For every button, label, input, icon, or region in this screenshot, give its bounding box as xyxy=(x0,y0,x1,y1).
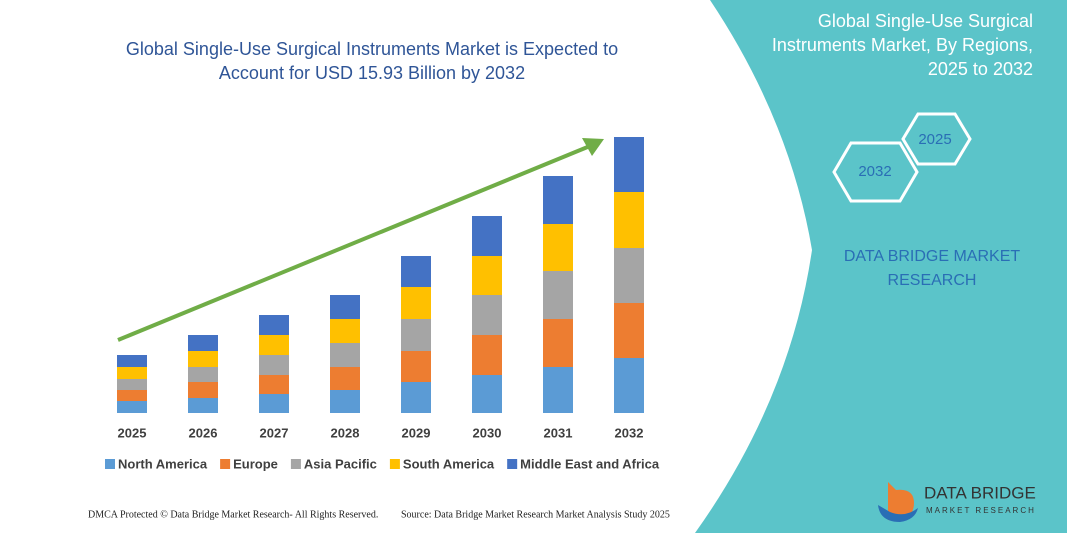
x-tick-label: 2030 xyxy=(473,425,502,440)
brand-line: RESEARCH xyxy=(888,272,977,289)
bar-segment xyxy=(330,390,360,413)
x-tick-label: 2031 xyxy=(544,425,573,440)
bar-segment xyxy=(543,271,573,319)
bar-segment xyxy=(472,256,502,295)
bar-segment xyxy=(614,303,644,358)
legend-swatch xyxy=(220,459,231,469)
title-line: Account for USD 15.93 Billion by 2032 xyxy=(219,63,525,83)
bar-segment xyxy=(472,335,502,375)
brand: DATA BRIDGE MARKET RESEARCH xyxy=(844,248,1021,289)
bar-segment xyxy=(543,224,573,271)
legend-label: Europe xyxy=(233,456,278,471)
panel-line: Global Single-Use Surgical xyxy=(818,11,1033,31)
title-line: Global Single-Use Surgical Instruments M… xyxy=(126,39,618,59)
legend-label: Asia Pacific xyxy=(304,456,377,471)
bar-segment xyxy=(472,216,502,256)
logo-tagline: MARKET RESEARCH xyxy=(926,506,1036,515)
bar-segment xyxy=(188,335,218,351)
bar-segment xyxy=(330,343,360,367)
panel-line: 2025 to 2032 xyxy=(928,59,1033,79)
trend-arrow xyxy=(117,144,591,342)
bar-segment xyxy=(472,375,502,413)
legend-label: South America xyxy=(403,456,495,471)
x-tick-label: 2029 xyxy=(402,425,431,440)
footer-left: DMCA Protected © Data Bridge Market Rese… xyxy=(88,509,378,520)
x-tick-label: 2025 xyxy=(118,425,147,440)
bar-segment xyxy=(401,382,431,413)
bar-segment xyxy=(614,248,644,303)
bar-segment xyxy=(614,137,644,192)
bar-segment xyxy=(614,192,644,248)
bar-segment xyxy=(117,367,147,379)
legend-swatch xyxy=(105,459,115,469)
bar-segment xyxy=(188,367,218,382)
logo-mark xyxy=(878,505,918,522)
bar-segment xyxy=(188,382,218,398)
bar-segment xyxy=(259,315,289,335)
bar-segment xyxy=(188,351,218,367)
panel-line: Instruments Market, By Regions, xyxy=(772,35,1033,55)
bar-segment xyxy=(117,390,147,401)
bar-segment xyxy=(543,367,573,413)
hexagon xyxy=(901,112,972,166)
bar-segment xyxy=(401,351,431,382)
bar-segment xyxy=(188,398,218,413)
bar-segment xyxy=(259,335,289,355)
bar-segment xyxy=(401,319,431,351)
bar-segment xyxy=(543,176,573,224)
legend-swatch xyxy=(389,459,400,469)
bar-segment xyxy=(117,401,147,413)
arrow-head xyxy=(582,138,604,156)
bar-segment xyxy=(259,375,289,394)
bar-segment xyxy=(614,358,644,413)
x-tick-label: 2032 xyxy=(615,425,644,440)
logo-name: DATA BRIDGE xyxy=(924,483,1036,502)
bar-segment xyxy=(472,295,502,335)
bar-segment xyxy=(117,379,147,390)
chart-title: Global Single-Use Surgical Instruments M… xyxy=(126,39,618,83)
legend-swatch xyxy=(507,459,518,469)
bar-segment xyxy=(259,355,289,375)
legend-swatch xyxy=(290,459,301,469)
side-panel xyxy=(695,0,1067,533)
hexagon xyxy=(832,141,919,203)
bar-segment xyxy=(330,319,360,343)
x-tick-label: 2027 xyxy=(260,425,289,440)
bar-segment xyxy=(330,367,360,390)
legend-label: North America xyxy=(118,456,208,471)
bar-segment xyxy=(259,394,289,413)
logo-mark xyxy=(888,482,914,521)
panel-title: Global Single-Use Surgical Instruments Ma… xyxy=(772,11,1033,79)
hex-label: 2025 xyxy=(918,131,951,148)
bar-segment xyxy=(117,355,147,367)
bar-segment xyxy=(543,319,573,367)
bar-segment xyxy=(401,287,431,319)
legend-label: Middle East and Africa xyxy=(520,456,660,471)
bar-segment xyxy=(401,256,431,287)
brand-line: DATA BRIDGE MARKET xyxy=(844,248,1021,265)
hex-label: 2032 xyxy=(858,163,891,180)
x-tick-label: 2028 xyxy=(331,425,360,440)
x-tick-label: 2026 xyxy=(189,425,218,440)
bar-segment xyxy=(330,295,360,319)
footer-right: Source: Data Bridge Market Research Mark… xyxy=(401,509,670,520)
plot: 2025 2026 2027 2028 2029 2030 2031 2032 North Am… xyxy=(105,137,660,471)
